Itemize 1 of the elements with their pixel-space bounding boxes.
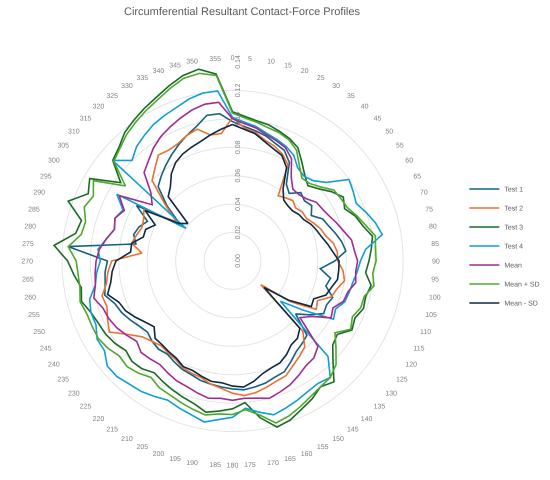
chart-title: Circumferential Resultant Contact-Force Profiles <box>124 6 360 18</box>
